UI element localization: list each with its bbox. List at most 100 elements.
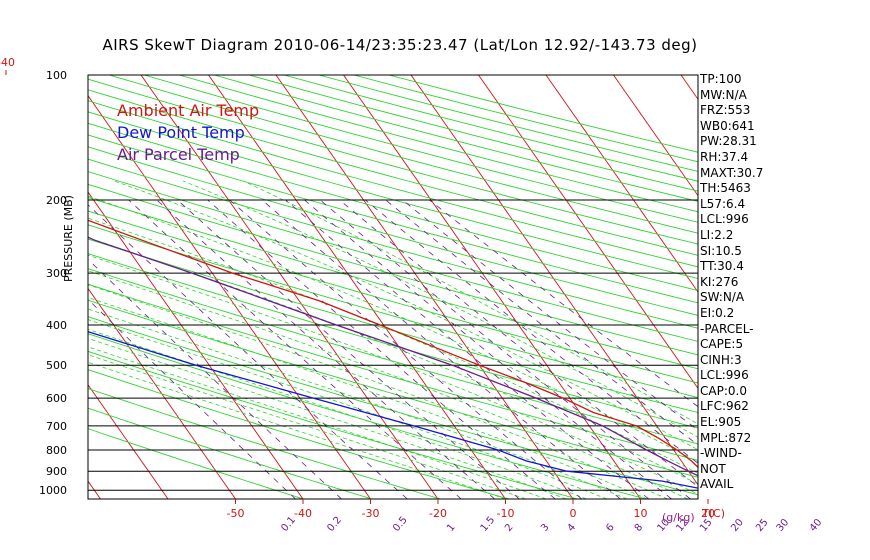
pressure-tick-label: 100: [46, 69, 67, 82]
isotherm-line: [478, 75, 698, 390]
isotherm-line: [545, 75, 698, 293]
chart-title: AIRS SkewT Diagram 2010-06-14/23:35:23.4…: [102, 36, 698, 54]
bottom-temp-tick-label: -50: [227, 507, 245, 520]
mixing-ratio-line: [156, 199, 495, 499]
series-line-dew-point-temp: [88, 331, 698, 489]
mixing-ratio-label: 40: [808, 517, 825, 534]
dry-adiabat-line: [88, 111, 698, 280]
pressure-tick-label: 700: [46, 420, 67, 433]
dry-adiabat-line: [88, 183, 698, 356]
moist-adiabat-line: [88, 346, 547, 499]
moist-adiabat-line: [88, 308, 628, 499]
moist-adiabat-line: [88, 237, 698, 485]
pressure-tick-label: 500: [46, 359, 67, 372]
stat-item: MAXT:30.7: [700, 165, 764, 180]
grid-layer: [0, 75, 698, 499]
dry-adiabat-line: [88, 134, 698, 304]
moist-adiabat-line: [88, 284, 668, 499]
x-axis-label: T(C): [701, 507, 725, 520]
pressure-tick-label: 800: [46, 444, 67, 457]
moist-adiabat-line: [114, 180, 698, 451]
dry-adiabat-line: [88, 407, 373, 499]
dry-adiabat-line: [88, 89, 698, 256]
isotherm-line: [88, 287, 236, 499]
bottom-temp-tick-label: 0: [570, 507, 577, 520]
moist-adiabat-line: [88, 195, 698, 463]
dry-adiabat-line: [88, 197, 698, 370]
dry-adiabat-line: [88, 158, 698, 329]
moist-adiabat-line: [88, 354, 526, 499]
mixing-ratio-line: [339, 199, 698, 488]
dry-adiabat-line: [88, 122, 698, 292]
mixing-ratio-label: 25: [754, 517, 771, 534]
moist-adiabat-line: [88, 319, 607, 499]
pressure-tick-label: 900: [46, 465, 67, 478]
pressure-tick-label: 400: [46, 319, 67, 332]
dry-adiabat-line: [88, 350, 578, 499]
pressure-tick-label: 1000: [39, 484, 67, 497]
stat-item: WB0:641: [700, 118, 755, 133]
stat-item: CAP:0.0: [700, 383, 747, 398]
mixing-ratio-label: 0.5: [391, 515, 410, 534]
mixing-ratio-line: [402, 199, 698, 431]
dry-adiabat-line: [88, 283, 698, 461]
moist-adiabat-line: [88, 337, 567, 499]
top-temp-tick-label: -40: [0, 56, 15, 69]
legend-air-parcel-temp: Air Parcel Temp: [117, 145, 240, 164]
moist-adiabat-line: [88, 361, 506, 499]
mixing-ratio-line: [207, 199, 556, 499]
stat-item: LCL:996: [700, 212, 749, 227]
dry-adiabat-line: [353, 75, 698, 163]
dry-adiabat-line: [88, 224, 698, 399]
mixing-ratio-line: [285, 199, 650, 499]
isotherm-line: [88, 480, 101, 499]
mixing-ratio-line: [88, 204, 408, 499]
mixing-ratio-label: 2: [503, 522, 516, 534]
stat-item: KI:276: [700, 274, 739, 289]
mixing-ratio-line: [88, 298, 296, 499]
stability-index-list: TP:100 MW:N/A FRZ:553 WB0:641 PW:28.31 RH:37.…: [700, 72, 763, 493]
stat-item: LI:2.2: [700, 227, 734, 242]
stat-item: RH:37.4: [700, 149, 749, 164]
stat-item: EI:0.2: [700, 305, 735, 320]
stat-item: TP:100: [700, 72, 742, 86]
mixing-ratio-line: [429, 199, 698, 408]
mixing-ratio-unit-label: (g/kg): [662, 511, 695, 524]
legend-ambient-air-temp: Ambient Air Temp: [117, 101, 260, 120]
moist-adiabat-line: [88, 217, 698, 474]
stat-item: SI:10.5: [700, 243, 742, 258]
stat-item: SW:N/A: [700, 290, 745, 305]
moist-adiabat-line: [182, 180, 698, 438]
moist-adiabat-line: [88, 270, 688, 499]
mixing-ratio-line: [319, 199, 691, 499]
moist-adiabat-line: [88, 254, 698, 495]
dry-adiabat-line: [88, 253, 698, 429]
mixing-ratio-label: 30: [775, 517, 792, 534]
isotherm-line: [343, 75, 641, 499]
stat-item: L57:6.4: [700, 196, 746, 211]
legend-dew-point-temp: Dew Point Temp: [117, 123, 245, 142]
pressure-tick-label: 600: [46, 392, 67, 405]
stat-item: FRZ:553: [700, 103, 751, 118]
mixing-ratio-label: 4: [566, 522, 579, 534]
stat-item: CAPE:5: [700, 337, 744, 352]
mixing-ratio-line: [177, 199, 520, 499]
mixing-ratio-label: 20: [729, 517, 746, 534]
stat-item: PW:28.31: [700, 134, 757, 149]
bottom-temp-tick-label: -20: [429, 507, 447, 520]
isotherm-line: [88, 384, 169, 499]
pressure-tick-label: 200: [46, 194, 67, 207]
stat-item: LCL:996: [700, 368, 749, 383]
bottom-temp-tick-label: -40: [294, 507, 312, 520]
dry-adiabat-line: [88, 428, 304, 499]
isotherm-line: [613, 75, 698, 197]
isotherm-line: [0, 75, 33, 499]
dry-adiabat-line: [88, 333, 646, 499]
mixing-ratio-label: 8: [633, 522, 646, 534]
mixing-ratio-line: [365, 199, 698, 464]
stat-item: NOT: [700, 461, 726, 476]
mixing-ratio-label: 3: [539, 522, 552, 534]
dry-adiabat-line: [88, 210, 698, 384]
